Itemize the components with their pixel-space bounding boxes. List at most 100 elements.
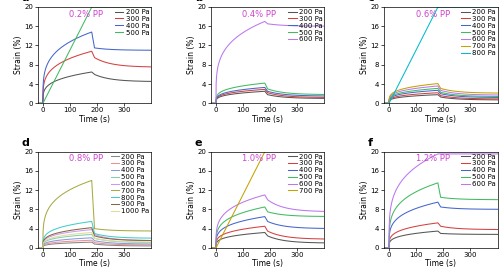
700 Pa xyxy=(298,150,304,153)
X-axis label: Time (s): Time (s) xyxy=(425,260,456,268)
300 Pa xyxy=(145,243,151,247)
700 Pa xyxy=(470,91,476,94)
200 Pa xyxy=(491,98,497,101)
400 Pa xyxy=(87,236,93,240)
400 Pa xyxy=(214,97,220,100)
1000 Pa xyxy=(148,240,154,244)
300 Pa xyxy=(318,96,324,99)
300 Pa xyxy=(145,65,151,68)
900 Pa xyxy=(145,239,151,242)
Line: 500 Pa: 500 Pa xyxy=(38,7,152,103)
200 Pa xyxy=(260,231,266,234)
300 Pa xyxy=(435,91,441,94)
500 Pa xyxy=(491,198,497,201)
500 Pa xyxy=(386,227,392,230)
600 Pa xyxy=(491,152,497,156)
600 Pa xyxy=(435,84,441,88)
500 Pa xyxy=(87,233,93,236)
300 Pa xyxy=(380,102,386,105)
400 Pa xyxy=(470,95,476,99)
200 Pa xyxy=(124,79,130,82)
Line: 500 Pa: 500 Pa xyxy=(384,88,498,103)
200 Pa xyxy=(386,99,392,102)
400 Pa xyxy=(263,88,269,91)
400 Pa xyxy=(491,96,497,99)
300 Pa xyxy=(260,225,266,228)
Line: 700 Pa: 700 Pa xyxy=(384,84,498,103)
900 Pa xyxy=(34,246,40,250)
1000 Pa xyxy=(40,242,46,245)
600 Pa xyxy=(145,239,151,242)
700 Pa xyxy=(34,246,40,250)
Legend: 200 Pa, 300 Pa, 400 Pa, 500 Pa: 200 Pa, 300 Pa, 400 Pa, 500 Pa xyxy=(114,8,150,36)
300 Pa xyxy=(470,227,476,231)
Line: 400 Pa: 400 Pa xyxy=(210,217,324,248)
Line: 500 Pa: 500 Pa xyxy=(210,207,324,248)
500 Pa xyxy=(88,233,94,236)
200 Pa xyxy=(145,244,151,248)
200 Pa xyxy=(214,242,220,245)
300 Pa xyxy=(492,97,498,101)
800 Pa xyxy=(124,236,130,239)
Line: 500 Pa: 500 Pa xyxy=(210,83,324,103)
300 Pa xyxy=(492,228,498,231)
400 Pa xyxy=(145,48,151,52)
400 Pa xyxy=(262,86,268,89)
500 Pa xyxy=(435,87,441,90)
500 Pa xyxy=(318,215,324,218)
700 Pa xyxy=(494,91,500,95)
800 Pa xyxy=(90,225,96,229)
Text: 0.6% PP: 0.6% PP xyxy=(416,10,450,19)
200 Pa xyxy=(145,80,151,83)
300 Pa xyxy=(491,228,497,231)
600 Pa xyxy=(380,246,386,250)
X-axis label: Time (s): Time (s) xyxy=(252,115,283,124)
900 Pa xyxy=(40,240,46,243)
Legend: 200 Pa, 300 Pa, 400 Pa, 500 Pa, 600 Pa, 700 Pa: 200 Pa, 300 Pa, 400 Pa, 500 Pa, 600 Pa, … xyxy=(288,153,323,194)
400 Pa xyxy=(494,208,500,211)
400 Pa xyxy=(124,48,130,52)
600 Pa xyxy=(380,102,386,105)
Line: 1000 Pa: 1000 Pa xyxy=(38,232,152,248)
600 Pa xyxy=(492,93,498,97)
400 Pa xyxy=(318,227,324,230)
200 Pa xyxy=(145,80,151,83)
400 Pa xyxy=(34,102,40,105)
400 Pa xyxy=(318,227,324,230)
Text: f: f xyxy=(368,138,372,148)
700 Pa xyxy=(262,150,268,153)
Y-axis label: Strain (%): Strain (%) xyxy=(14,36,23,74)
500 Pa xyxy=(87,9,93,12)
300 Pa xyxy=(318,96,324,99)
200 Pa xyxy=(436,94,442,98)
Line: 400 Pa: 400 Pa xyxy=(210,88,324,103)
Line: 600 Pa: 600 Pa xyxy=(210,195,324,248)
900 Pa xyxy=(145,239,151,242)
Line: 300 Pa: 300 Pa xyxy=(384,93,498,103)
200 Pa xyxy=(433,230,439,233)
300 Pa xyxy=(87,238,93,242)
500 Pa xyxy=(433,182,439,185)
500 Pa xyxy=(492,198,498,201)
300 Pa xyxy=(435,221,441,225)
300 Pa xyxy=(470,97,476,100)
Y-axis label: Strain (%): Strain (%) xyxy=(187,36,196,74)
800 Pa xyxy=(88,220,94,223)
300 Pa xyxy=(214,240,220,243)
700 Pa xyxy=(433,82,439,85)
500 Pa xyxy=(380,246,386,250)
400 Pa xyxy=(494,96,500,99)
Line: 300 Pa: 300 Pa xyxy=(384,223,498,248)
800 Pa xyxy=(433,9,439,12)
600 Pa xyxy=(88,228,94,231)
300 Pa xyxy=(34,246,40,250)
700 Pa xyxy=(318,150,324,153)
Text: 0.8% PP: 0.8% PP xyxy=(70,154,103,163)
300 Pa xyxy=(433,221,439,225)
Line: 300 Pa: 300 Pa xyxy=(210,226,324,248)
1000 Pa xyxy=(124,240,130,243)
200 Pa xyxy=(433,93,439,96)
500 Pa xyxy=(34,102,40,105)
400 Pa xyxy=(87,31,93,34)
600 Pa xyxy=(386,218,392,222)
